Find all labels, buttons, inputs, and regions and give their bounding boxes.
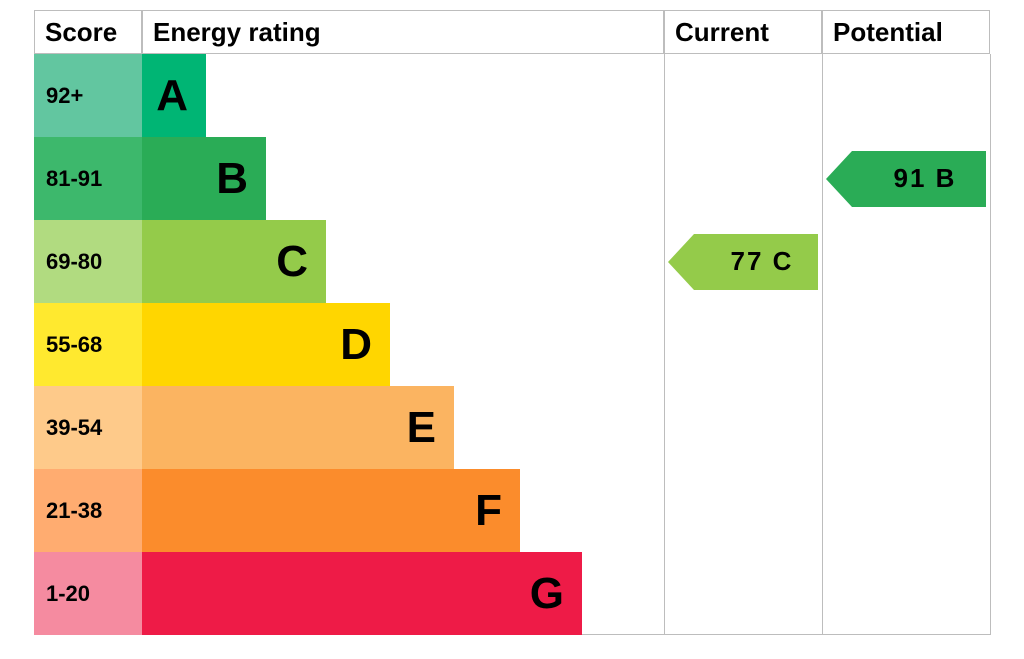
rating-row-d: 55-68D — [34, 303, 990, 386]
rating-row-e: 39-54E — [34, 386, 990, 469]
rating-row-c: 69-80C — [34, 220, 990, 303]
header-current: Current — [664, 10, 822, 54]
header-current-label: Current — [675, 17, 769, 48]
rating-bar: F — [142, 469, 520, 552]
score-cell: 39-54 — [34, 386, 142, 469]
header-rating: Energy rating — [142, 10, 664, 54]
header-potential-label: Potential — [833, 17, 943, 48]
energy-rating-chart: Score Energy rating Current Potential 92… — [34, 10, 990, 635]
header-row: Score Energy rating Current Potential — [34, 10, 990, 54]
rating-bar: B — [142, 137, 266, 220]
score-cell: 21-38 — [34, 469, 142, 552]
divider-right — [990, 54, 991, 635]
score-cell: 1-20 — [34, 552, 142, 635]
score-cell: 55-68 — [34, 303, 142, 386]
rating-row-g: 1-20G — [34, 552, 990, 635]
pointer-arrow-icon — [826, 151, 852, 207]
score-cell: 69-80 — [34, 220, 142, 303]
header-potential: Potential — [822, 10, 990, 54]
current-pointer: 77 C — [694, 234, 818, 290]
header-score-label: Score — [45, 17, 117, 48]
rating-bar: A — [142, 54, 206, 137]
rows-area: 92+A81-91B69-80C55-68D39-54E21-38F1-20G 7… — [34, 54, 990, 635]
header-rating-label: Energy rating — [153, 17, 321, 48]
potential-pointer: 91 B — [852, 151, 986, 207]
pointer-arrow-icon — [668, 234, 694, 290]
header-score: Score — [34, 10, 142, 54]
score-cell: 81-91 — [34, 137, 142, 220]
rating-row-f: 21-38F — [34, 469, 990, 552]
rating-bar: C — [142, 220, 326, 303]
rating-bar: E — [142, 386, 454, 469]
rating-bar: D — [142, 303, 390, 386]
score-cell: 92+ — [34, 54, 142, 137]
rating-row-a: 92+A — [34, 54, 990, 137]
rating-bar: G — [142, 552, 582, 635]
